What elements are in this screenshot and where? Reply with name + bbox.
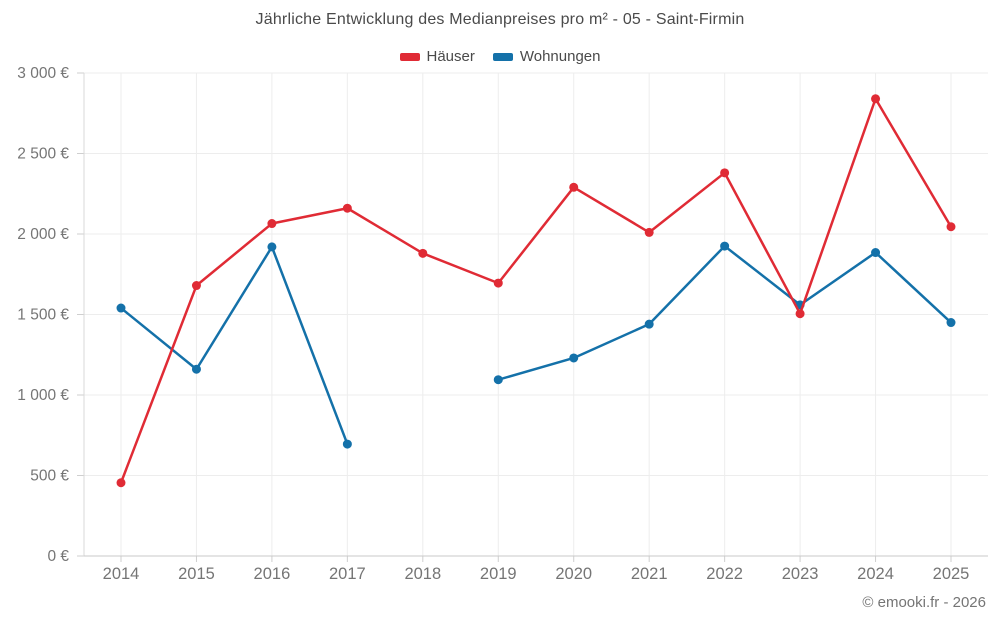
legend-label-hauser: Häuser <box>426 48 475 65</box>
series-line-wohnungen <box>119 245 349 446</box>
legend-swatch-hauser <box>399 52 420 61</box>
legend-swatch-wohnungen <box>492 52 513 61</box>
data-point-häuser-2025 <box>946 222 956 232</box>
x-axis-tick-label: 2023 <box>782 565 819 583</box>
data-point-häuser-2018 <box>418 248 428 258</box>
data-point-häuser-2023 <box>795 309 805 319</box>
chart-legend: Häuser Wohnungen <box>0 48 1000 65</box>
x-axis-tick-label: 2015 <box>178 565 215 583</box>
data-point-häuser-2016 <box>267 219 277 229</box>
x-axis-tick-label: 2014 <box>103 565 140 583</box>
y-axis-tick-label: 1 500 € <box>17 307 69 324</box>
data-point-wohnungen-2020 <box>569 353 579 363</box>
data-point-häuser-2019 <box>493 278 503 288</box>
legend-item-hauser[interactable]: Häuser <box>399 48 475 65</box>
data-point-wohnungen-2019 <box>493 375 503 385</box>
y-axis-tick-label: 3 000 € <box>17 65 69 82</box>
y-axis-tick-label: 0 € <box>47 548 69 565</box>
data-point-wohnungen-2021 <box>644 319 654 329</box>
chart-title: Jährliche Entwicklung des Medianpreises … <box>255 11 745 28</box>
y-axis-tick-label: 2 000 € <box>17 226 69 243</box>
data-point-wohnungen-2025 <box>946 318 956 328</box>
y-axis-tick-label: 500 € <box>30 468 69 485</box>
legend-item-wohnungen[interactable]: Wohnungen <box>492 48 601 65</box>
data-point-häuser-2020 <box>569 182 579 192</box>
y-axis-tick-label: 2 500 € <box>17 146 69 163</box>
x-axis-tick-label: 2018 <box>404 565 441 583</box>
x-axis-tick-label: 2021 <box>631 565 668 583</box>
data-point-häuser-2024 <box>871 94 881 104</box>
x-axis-tick-label: 2019 <box>480 565 517 583</box>
x-axis-tick-label: 2017 <box>329 565 366 583</box>
data-point-häuser-2021 <box>644 227 654 237</box>
data-point-wohnungen-2016 <box>267 242 277 252</box>
x-axis-tick-label: 2020 <box>555 565 592 583</box>
data-point-häuser-2022 <box>720 168 730 178</box>
data-point-häuser-2015 <box>191 281 201 291</box>
x-axis-tick-label: 2025 <box>933 565 970 583</box>
data-point-wohnungen-2015 <box>191 364 201 374</box>
legend-label-wohnungen: Wohnungen <box>519 48 601 65</box>
copyright-footer: © emooki.fr - 2026 <box>862 594 986 611</box>
data-point-wohnungen-2024 <box>871 248 881 258</box>
data-point-wohnungen-2017 <box>342 439 352 449</box>
data-point-häuser-2014 <box>116 478 126 488</box>
x-axis-tick-label: 2016 <box>254 565 291 583</box>
x-axis-tick-label: 2024 <box>857 565 894 583</box>
data-point-häuser-2017 <box>342 203 352 213</box>
series-line-häuser <box>119 97 953 484</box>
data-point-wohnungen-2022 <box>720 241 730 251</box>
x-axis-tick-label: 2022 <box>706 565 743 583</box>
y-axis-tick-label: 1 000 € <box>17 387 69 404</box>
data-point-wohnungen-2014 <box>116 303 126 313</box>
